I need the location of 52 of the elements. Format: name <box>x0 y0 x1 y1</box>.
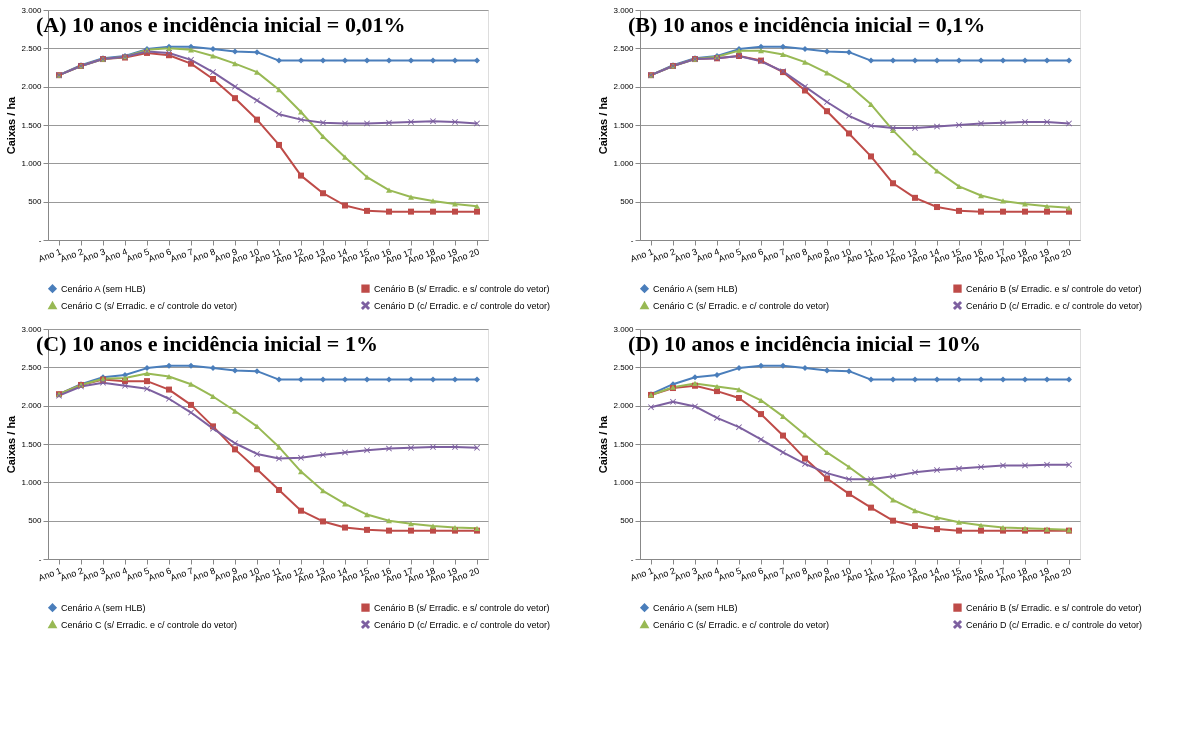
y-axis-title: Caixas / ha <box>5 414 18 474</box>
chart-title: (C) 10 anos e incidência inicial = 1% <box>35 331 378 356</box>
y-tick-label: 3.000 <box>613 324 635 334</box>
legend-label: Cenário B (s/ Erradic. e s/ controle do vetor) <box>966 283 1142 294</box>
legend-label: Cenário C (s/ Erradic. e c/ controle do vetor) <box>653 300 830 311</box>
y-axis-title: Caixas / ha <box>597 95 610 155</box>
y-tick-label: 2.500 <box>613 362 635 372</box>
y-tick-label: - <box>630 235 634 245</box>
legend-label: Cenário B (s/ Erradic. e s/ controle do vetor) <box>374 602 550 613</box>
legend-label: Cenário D (c/ Erradic. e c/ controle do vetor) <box>966 300 1143 311</box>
y-tick-label: 2.000 <box>613 401 635 411</box>
legend-label: Cenário B (s/ Erradic. e s/ controle do vetor) <box>966 602 1142 613</box>
y-tick-label: 2.000 <box>21 82 43 92</box>
chart-title: (B) 10 anos e incidência inicial = 0,1% <box>627 12 986 37</box>
y-tick-label: 3.000 <box>613 5 635 15</box>
y-tick-label: 1.500 <box>21 439 43 449</box>
y-tick-label: 2.000 <box>21 401 43 411</box>
y-tick-label: 500 <box>28 197 43 207</box>
y-tick-label: 2.500 <box>613 43 635 53</box>
y-tick-label: 2.500 <box>21 362 43 372</box>
y-tick-label: 500 <box>28 516 43 526</box>
legend-label: Cenário A (sem HLB) <box>653 602 738 613</box>
y-tick-label: 3.000 <box>21 5 43 15</box>
y-tick-label: 1.500 <box>21 120 43 130</box>
chart-title: (A) 10 anos e incidência inicial = 0,01% <box>35 12 406 37</box>
y-tick-label: 2.500 <box>21 43 43 53</box>
y-tick-label: - <box>38 554 42 564</box>
y-tick-label: 1.500 <box>613 120 635 130</box>
y-tick-label: - <box>630 554 634 564</box>
y-tick-label: 1.000 <box>21 158 43 168</box>
chart-title: (D) 10 anos e incidência inicial = 10% <box>627 331 981 356</box>
legend-label: Cenário A (sem HLB) <box>61 283 146 294</box>
legend-label: Cenário A (sem HLB) <box>61 602 146 613</box>
legend-label: Cenário D (c/ Erradic. e c/ controle do vetor) <box>374 619 551 630</box>
y-tick-label: 1.000 <box>613 158 635 168</box>
y-tick-label: 1.500 <box>613 439 635 449</box>
y-tick-label: 3.000 <box>21 324 43 334</box>
legend-label: Cenário D (c/ Erradic. e c/ controle do vetor) <box>374 300 551 311</box>
y-tick-label: 500 <box>620 516 635 526</box>
legend-label: Cenário C (s/ Erradic. e c/ controle do vetor) <box>61 619 238 630</box>
legend-label: Cenário D (c/ Erradic. e c/ controle do vetor) <box>966 619 1143 630</box>
legend-label: Cenário A (sem HLB) <box>653 283 738 294</box>
y-tick-label: - <box>38 235 42 245</box>
y-axis-title: Caixas / ha <box>5 95 18 155</box>
y-tick-label: 1.000 <box>21 477 43 487</box>
legend-label: Cenário C (s/ Erradic. e c/ controle do vetor) <box>653 619 830 630</box>
y-tick-label: 500 <box>620 197 635 207</box>
y-axis-title: Caixas / ha <box>597 414 610 474</box>
y-tick-label: 1.000 <box>613 477 635 487</box>
legend-label: Cenário C (s/ Erradic. e c/ controle do vetor) <box>61 300 238 311</box>
y-tick-label: 2.000 <box>613 82 635 92</box>
legend-label: Cenário B (s/ Erradic. e s/ controle do vetor) <box>374 283 550 294</box>
